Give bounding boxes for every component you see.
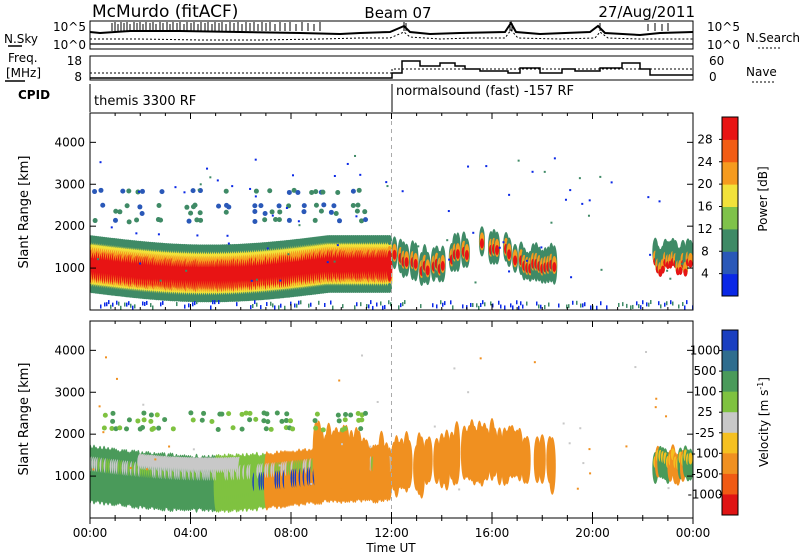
power-colorbar-cell <box>722 251 738 275</box>
velocity-colorbar-cell <box>722 391 738 413</box>
power-colorbar-cell <box>722 206 738 230</box>
noise-left-label: N.Sky <box>4 32 38 46</box>
power-colorbar-cell <box>722 139 738 163</box>
station-title: McMurdo (fitACF) <box>92 2 238 22</box>
power-colorbar-tick: 8 <box>701 244 709 258</box>
velocity-ytick-label: 3000 <box>54 385 85 399</box>
power-ytick-label: 4000 <box>54 135 85 149</box>
power-colorbar-tick: 4 <box>701 267 709 281</box>
noise-search-line <box>90 29 693 41</box>
velocity-colorbar-cell <box>722 350 738 372</box>
time-tick-label: 08:00 <box>274 526 309 540</box>
power-colorbar-tick: 28 <box>697 132 712 146</box>
velocity-colorbar-tick: -100 <box>691 446 718 460</box>
cpid-label: CPID <box>18 88 50 102</box>
velocity-colorbar-cell <box>722 412 738 434</box>
freq-label-line1: Freq. <box>8 51 38 65</box>
noise-right-tick-bottom: 10^0 <box>707 38 740 52</box>
power-colorbar-cell <box>722 161 738 185</box>
power-colorbar-tick: 16 <box>697 200 712 214</box>
velocity-colorbar-cell <box>722 494 738 516</box>
velocity-colorbar-tick: -1000 <box>688 487 723 501</box>
power-ytick-label: 3000 <box>54 177 85 191</box>
cpid-mode-2: normalsound (fast) -157 RF <box>396 84 574 99</box>
power-colorbar-cell <box>722 228 738 252</box>
frequency-line <box>90 68 693 74</box>
power-ylabel: Slant Range [km] <box>17 156 32 269</box>
power-panel: 1000 2000 3000 4000 Slant Range [km] 4 8 12 16… <box>17 112 770 311</box>
cpid-mode-1: themis 3300 RF <box>94 94 196 109</box>
power-ytick-label: 2000 <box>54 219 85 233</box>
power-colorbar-cell <box>722 117 738 140</box>
noise-left-tick-top: 10^5 <box>53 20 86 34</box>
velocity-colorbar-cell <box>722 453 738 475</box>
velocity-heatmap <box>90 321 693 518</box>
cpid-panel: CPID themis 3300 RF normalsound (fast) -… <box>18 84 574 112</box>
nave-tick-bottom: 0 <box>709 70 717 84</box>
time-tick-label: 20:00 <box>575 526 610 540</box>
time-axis: 00:00 04:00 08:00 12:00 16:00 20:00 00:00 <box>73 113 711 540</box>
time-tick-label: 00:00 <box>676 526 711 540</box>
velocity-colorbar-label: Velocity [m s-1] <box>756 377 771 467</box>
power-heatmap <box>90 113 693 310</box>
velocity-colorbar-tick: 500 <box>694 364 717 378</box>
time-axis-label: Time UT <box>365 541 416 554</box>
velocity-colorbar-tick: -25 <box>695 426 715 440</box>
velocity-colorbar-tick: 25 <box>697 405 712 419</box>
velocity-colorbar-cell <box>722 473 738 495</box>
power-colorbar-cell <box>722 273 738 297</box>
noise-right-tick-top: 10^5 <box>707 20 740 34</box>
date-label: 27/Aug/2011 <box>598 3 695 21</box>
velocity-ytick-label: 2000 <box>54 427 85 441</box>
velocity-colorbar-label-end: ] <box>757 377 771 382</box>
velocity-colorbar-tick: 1000 <box>690 344 721 358</box>
velocity-colorbar-cell <box>722 432 738 454</box>
noise-sky-spikes <box>111 22 669 31</box>
time-tick-label: 04:00 <box>173 526 208 540</box>
noise-right-label: N.Search <box>746 31 800 45</box>
frequency-panel: Freq. [MHz] 18 8 60 0 Nave <box>5 51 777 84</box>
nave-tick-top: 60 <box>709 54 724 68</box>
velocity-ylabel: Slant Range [km] <box>17 363 32 476</box>
nave-label: Nave <box>746 65 777 79</box>
freq-left-tick-bottom: 8 <box>74 70 82 84</box>
time-tick-label: 12:00 <box>374 526 409 540</box>
power-colorbar-cell <box>722 184 738 207</box>
noise-left-tick-bottom: 10^0 <box>53 38 86 52</box>
noise-panel: N.Sky 10^5 10^0 10^5 10^0 N.Search <box>4 20 800 52</box>
velocity-colorbar-tick: 100 <box>694 385 717 399</box>
noise-sky-line <box>89 21 694 37</box>
velocity-colorbar-cell <box>722 371 738 393</box>
velocity-panel: 1000 2000 3000 4000 Slant Range [km] 1000 50… <box>17 320 771 519</box>
velocity-colorbar-label-sup: -1 <box>756 382 765 390</box>
nave-line <box>90 60 693 79</box>
freq-left-tick-top: 18 <box>67 54 82 68</box>
velocity-ytick-label: 4000 <box>54 343 85 357</box>
velocity-ytick-label: 1000 <box>54 469 85 483</box>
power-colorbar-tick: 24 <box>697 155 712 169</box>
power-colorbar-tick: 20 <box>697 177 712 191</box>
power-ytick-label: 1000 <box>54 261 85 275</box>
time-tick-label: 00:00 <box>73 526 108 540</box>
velocity-colorbar-tick: -500 <box>691 467 718 481</box>
velocity-colorbar-cell <box>722 330 738 352</box>
beam-label: Beam 07 <box>364 4 431 22</box>
freq-label-line2: [MHz] <box>6 66 41 80</box>
velocity-colorbar-label-main: Velocity [m s <box>757 390 771 467</box>
power-colorbar-label: Power [dB] <box>756 166 770 231</box>
time-tick-label: 16:00 <box>475 526 510 540</box>
power-colorbar-tick: 12 <box>697 222 712 236</box>
